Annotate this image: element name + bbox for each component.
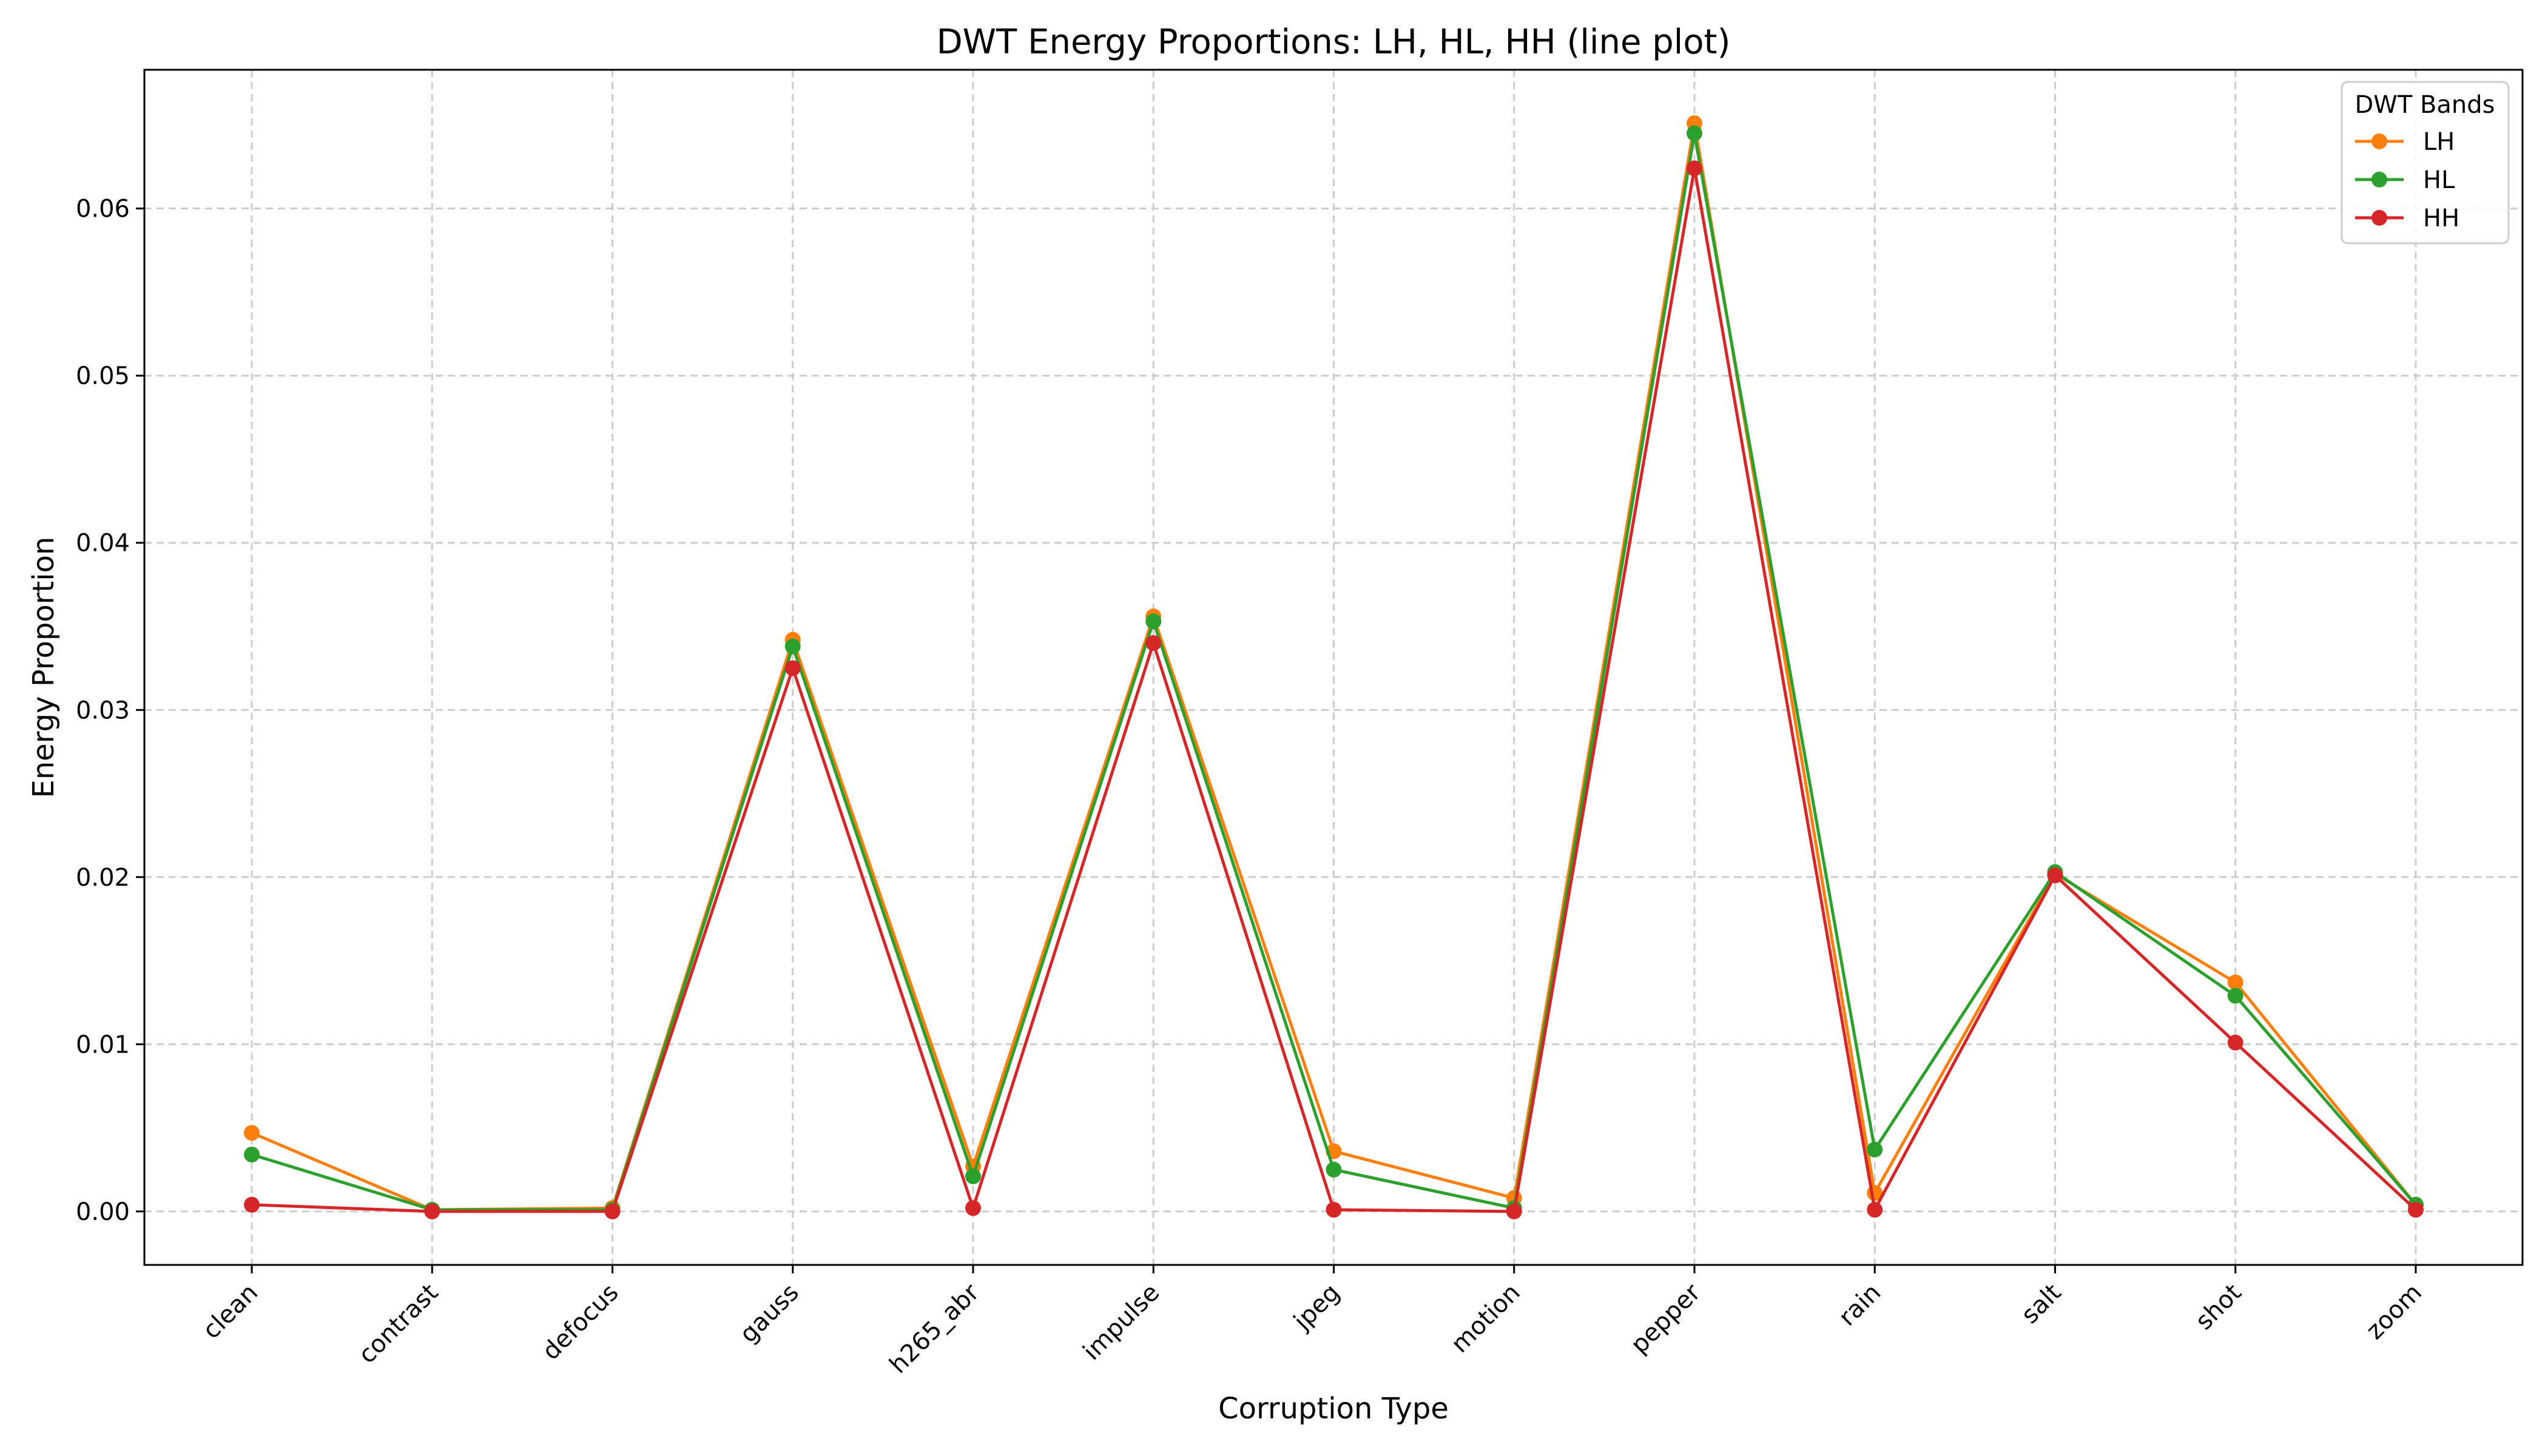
y-tick-label: 0.04 (76, 530, 130, 558)
legend: DWT Bands LH HL HH (2341, 81, 2510, 244)
y-tick-label: 0.00 (76, 1198, 130, 1226)
data-point-hh (424, 1203, 440, 1219)
legend-marker-hl (2371, 172, 2387, 187)
series-hh (244, 160, 2424, 1219)
y-tick-label: 0.01 (76, 1031, 130, 1059)
data-point-hh (965, 1200, 981, 1216)
y-tick-label: 0.02 (76, 864, 130, 892)
data-point-hh (604, 1203, 621, 1219)
data-point-hh (784, 660, 801, 676)
data-point-hh (1867, 1202, 1883, 1218)
series-layer (244, 115, 2424, 1219)
y-tick-label: 0.05 (76, 362, 130, 390)
data-point-hh (1145, 635, 1162, 652)
data-point-hh (2047, 868, 2063, 884)
data-point-hl (1326, 1161, 1342, 1178)
legend-label-hh: HH (2423, 204, 2459, 232)
legend-label-hl: HL (2423, 166, 2455, 194)
data-point-hl (1145, 613, 1162, 630)
legend-item-lh: LH (2355, 128, 2455, 156)
data-point-hh (2227, 1034, 2243, 1051)
y-tick-label: 0.03 (76, 696, 130, 724)
chart-title: DWT Energy Proportions: LH, HL, HH (line… (937, 22, 1731, 62)
legend-item-hh: HH (2355, 204, 2459, 232)
data-point-hl (244, 1147, 260, 1163)
legend-marker-hh (2371, 210, 2387, 226)
legend-box (2341, 81, 2510, 244)
y-axis-label: Energy Proportion (27, 537, 61, 798)
data-point-hh (1506, 1203, 1522, 1219)
data-point-lh (244, 1125, 260, 1141)
data-point-hh (1687, 160, 1702, 177)
y-tick-label: 0.06 (76, 195, 130, 223)
data-point-hl (2227, 988, 2243, 1004)
legend-items: LH HL HH (2355, 128, 2459, 232)
data-point-hh (1326, 1202, 1342, 1218)
legend-marker-lh (2371, 133, 2387, 149)
data-point-hh (244, 1196, 260, 1213)
legend-label-lh: LH (2423, 128, 2455, 156)
data-point-lh (2227, 974, 2243, 991)
data-point-hl (1687, 125, 1702, 141)
x-axis-label: Corruption Type (1218, 1392, 1449, 1426)
data-point-hl (965, 1168, 981, 1184)
data-point-hh (2408, 1202, 2424, 1218)
legend-title: DWT Bands (2354, 91, 2495, 119)
y-axis: 0.00 0.01 0.02 0.03 0.04 0.05 0.06 (76, 195, 144, 1226)
data-point-hl (1867, 1141, 1883, 1158)
data-point-hl (784, 638, 801, 655)
legend-item-hl: HL (2355, 166, 2455, 194)
